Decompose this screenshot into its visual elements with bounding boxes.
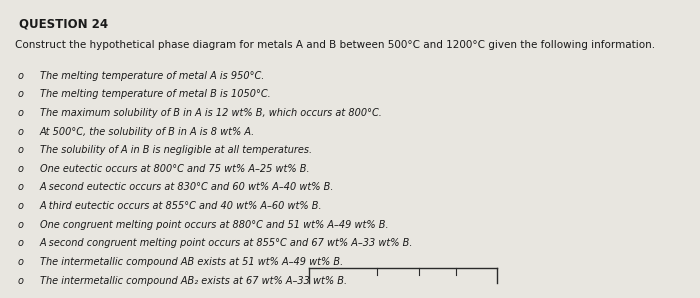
- Text: At 500°C, the solubility of B in A is 8 wt% A.: At 500°C, the solubility of B in A is 8 …: [40, 127, 256, 136]
- Text: Construct the hypothetical phase diagram for metals A and B between 500°C and 12: Construct the hypothetical phase diagram…: [15, 41, 655, 50]
- Text: The melting temperature of metal B is 1050°C.: The melting temperature of metal B is 10…: [40, 89, 271, 99]
- Text: One congruent melting point occurs at 880°C and 51 wt% A–49 wt% B.: One congruent melting point occurs at 88…: [40, 220, 388, 230]
- Text: o: o: [18, 182, 23, 193]
- Text: o: o: [18, 164, 23, 174]
- Text: o: o: [18, 145, 23, 155]
- Text: o: o: [18, 89, 23, 99]
- Text: A second congruent melting point occurs at 855°C and 67 wt% A–33 wt% B.: A second congruent melting point occurs …: [40, 238, 414, 249]
- Text: o: o: [18, 201, 23, 211]
- Text: QUESTION 24: QUESTION 24: [20, 17, 108, 30]
- Text: One eutectic occurs at 800°C and 75 wt% A–25 wt% B.: One eutectic occurs at 800°C and 75 wt% …: [40, 164, 309, 174]
- Text: The maximum solubility of B in A is 12 wt% B, which occurs at 800°C.: The maximum solubility of B in A is 12 w…: [40, 108, 382, 118]
- Text: o: o: [18, 71, 23, 81]
- Text: The solubility of A in B is negligible at all temperatures.: The solubility of A in B is negligible a…: [40, 145, 312, 155]
- Text: o: o: [18, 238, 23, 249]
- Text: A second eutectic occurs at 830°C and 60 wt% A–40 wt% B.: A second eutectic occurs at 830°C and 60…: [40, 182, 335, 193]
- Text: o: o: [18, 257, 23, 267]
- Text: o: o: [18, 276, 23, 286]
- Text: A third eutectic occurs at 855°C and 40 wt% A–60 wt% B.: A third eutectic occurs at 855°C and 40 …: [40, 201, 323, 211]
- Text: o: o: [18, 220, 23, 230]
- Text: The melting temperature of metal A is 950°C.: The melting temperature of metal A is 95…: [40, 71, 265, 81]
- Text: The intermetallic compound AB₂ exists at 67 wt% A–33 wt% B.: The intermetallic compound AB₂ exists at…: [40, 276, 347, 286]
- Text: o: o: [18, 108, 23, 118]
- Text: The intermetallic compound AB exists at 51 wt% A–49 wt% B.: The intermetallic compound AB exists at …: [40, 257, 343, 267]
- Text: o: o: [18, 127, 23, 136]
